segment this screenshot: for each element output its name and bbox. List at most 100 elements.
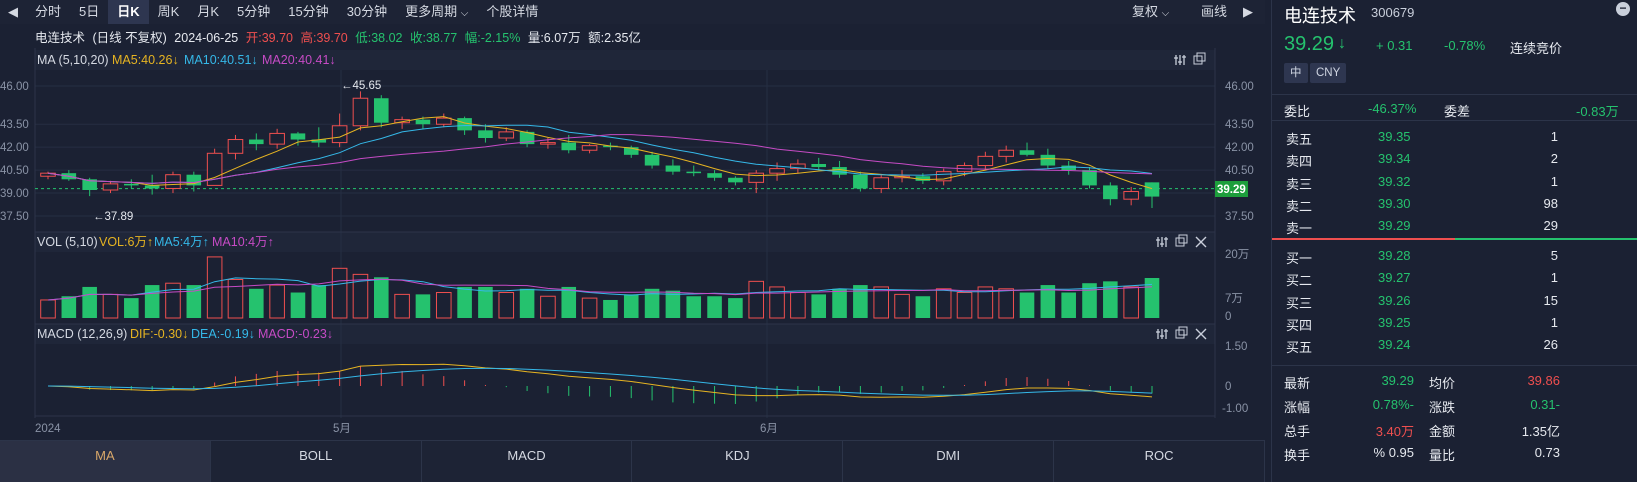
macd-series: [47, 363, 1153, 404]
buy-level-price: 39.27: [1378, 270, 1411, 286]
period-toolbar: ◀ 分时 5日 日K 周K 月K 5分钟 15分钟 30分钟 更多周期 ⌵ 个股…: [0, 0, 1265, 24]
tab-kdj[interactable]: KDJ: [632, 441, 844, 482]
tab-fenshi[interactable]: 分时: [35, 4, 62, 19]
next-arrow-icon[interactable]: ▶: [1243, 4, 1253, 19]
candle-body: [1123, 191, 1139, 200]
candle-body: [707, 173, 722, 178]
buy-level-volume: 15: [1543, 292, 1558, 308]
tab-stock-detail[interactable]: 个股详情: [486, 4, 539, 19]
candle-body: [186, 174, 202, 186]
panel-price: 39.29: [1284, 33, 1335, 55]
ma5-label: MA5:40.26↓: [112, 53, 179, 67]
candle-body: [519, 131, 535, 145]
volume-bar: [269, 284, 285, 319]
vol-settings-icon[interactable]: [1156, 237, 1168, 247]
volume-bar: [623, 294, 639, 318]
volume-bar: [186, 285, 202, 318]
candle-body: [290, 133, 306, 140]
candle-body: [853, 174, 868, 189]
tab-dmi[interactable]: DMI: [843, 441, 1055, 482]
candle-body: [977, 155, 994, 167]
volume-bar: [581, 297, 598, 319]
tab-5day[interactable]: 5日: [79, 4, 100, 19]
x-label-may: 5月: [333, 423, 351, 435]
stat-value: 0.95 %: [1373, 445, 1414, 460]
vol-value-label: VOL:6万↑: [99, 235, 153, 249]
sell-level-volume: 98: [1543, 195, 1558, 211]
x-label-june: 6月: [760, 423, 778, 435]
volume-bar: [540, 295, 556, 319]
ma-panel-label: MA (5,10,20): [37, 53, 109, 67]
market-badge: 中: [1284, 63, 1308, 83]
high-marker: ←45.65: [341, 80, 381, 92]
more-periods-label: 更多周期: [405, 4, 458, 19]
volume-bar: [998, 288, 1014, 319]
vol-close-icon[interactable]: [1195, 236, 1207, 248]
volume-bar: [40, 299, 56, 319]
panel-stock-code: 300679: [1371, 5, 1415, 20]
tab-macd[interactable]: MACD: [422, 441, 633, 482]
stat-value: 39.29: [1381, 373, 1414, 388]
volume-bar: [977, 286, 994, 319]
macd-copy-icon[interactable]: [1175, 326, 1188, 339]
sell-level-volume: 29: [1543, 218, 1558, 234]
candle-body: [498, 131, 515, 139]
panel-stock-name: 电连技术: [1284, 6, 1356, 26]
candle-body: [998, 149, 1014, 157]
macd-dif-label: DIF:-0.30↓: [130, 327, 188, 341]
indicator-tabs: MA BOLL MACD KDJ DMI ROC: [0, 440, 1265, 482]
buy-level-label: 买四: [1286, 317, 1313, 333]
tab-daily-k[interactable]: 日K: [108, 0, 149, 24]
tab-30min[interactable]: 30分钟: [346, 4, 388, 19]
tab-ma[interactable]: MA: [0, 441, 211, 482]
candle-body: [832, 167, 847, 175]
tab-15min[interactable]: 15分钟: [288, 4, 329, 19]
collapse-icon[interactable]: −: [1616, 2, 1630, 16]
kline-chart[interactable]: MA (5,10,20) MA5:40.26↓ MA10:40.51↓ MA20…: [0, 48, 1265, 444]
ma-settings-icon[interactable]: [1174, 55, 1186, 65]
tab-boll[interactable]: BOLL: [211, 441, 422, 482]
tab-5min[interactable]: 5分钟: [236, 4, 271, 19]
fuquan-label: 复权: [1132, 4, 1159, 19]
vol-ma5-label: MA5:4万↑: [154, 235, 209, 249]
prev-arrow-icon[interactable]: ◀: [8, 4, 18, 19]
currency-badge: CNY: [1310, 63, 1347, 83]
vol-tick: 20万: [1225, 249, 1249, 261]
tab-more-periods[interactable]: 更多周期 ⌵: [396, 0, 477, 24]
tab-roc[interactable]: ROC: [1054, 441, 1265, 482]
volume-bar: [394, 293, 410, 319]
draw-line-button[interactable]: 画线: [1201, 4, 1228, 19]
buy-level-volume: 1: [1550, 314, 1558, 330]
stat-value: 0.73: [1534, 445, 1560, 460]
candle-body: [540, 142, 556, 145]
ma-copy-icon[interactable]: [1193, 52, 1206, 65]
stat-label: 均价: [1429, 376, 1456, 391]
volume-bar: [478, 286, 493, 318]
volume-bar: [165, 282, 181, 319]
candle-body: [1144, 182, 1160, 197]
tab-monthly-k[interactable]: 月K: [197, 4, 219, 19]
chart-mode: (日线 不复权): [92, 31, 167, 45]
sell-level-label: 卖四: [1286, 154, 1313, 170]
sell-bar: [1272, 238, 1455, 240]
candle-body: [269, 132, 285, 145]
volume-bar: [352, 273, 369, 319]
candle-body: [227, 139, 244, 154]
y-tick-right: 42.00: [1225, 142, 1254, 154]
tab-weekly-k[interactable]: 周K: [157, 4, 180, 19]
macd-close-icon[interactable]: [1195, 328, 1207, 340]
vol-ma10-line: [47, 278, 1153, 301]
y-tick-left: 37.50: [0, 211, 29, 223]
candle-body: [728, 177, 743, 183]
macd-settings-icon[interactable]: [1156, 329, 1168, 339]
buy-level-label: 买五: [1286, 340, 1313, 356]
fuquan-dropdown[interactable]: 复权 ⌵: [1132, 0, 1169, 24]
stat-label: 最新: [1284, 376, 1311, 391]
candle-body: [1061, 165, 1076, 171]
volume-bar: [415, 294, 431, 318]
info-open: 开:39.70: [245, 31, 293, 45]
sell-level-label: 卖三: [1286, 176, 1313, 192]
vol-copy-icon[interactable]: [1175, 234, 1188, 247]
y-tick-right: 40.50: [1225, 165, 1254, 177]
sell-level-label: 卖一: [1286, 221, 1313, 237]
